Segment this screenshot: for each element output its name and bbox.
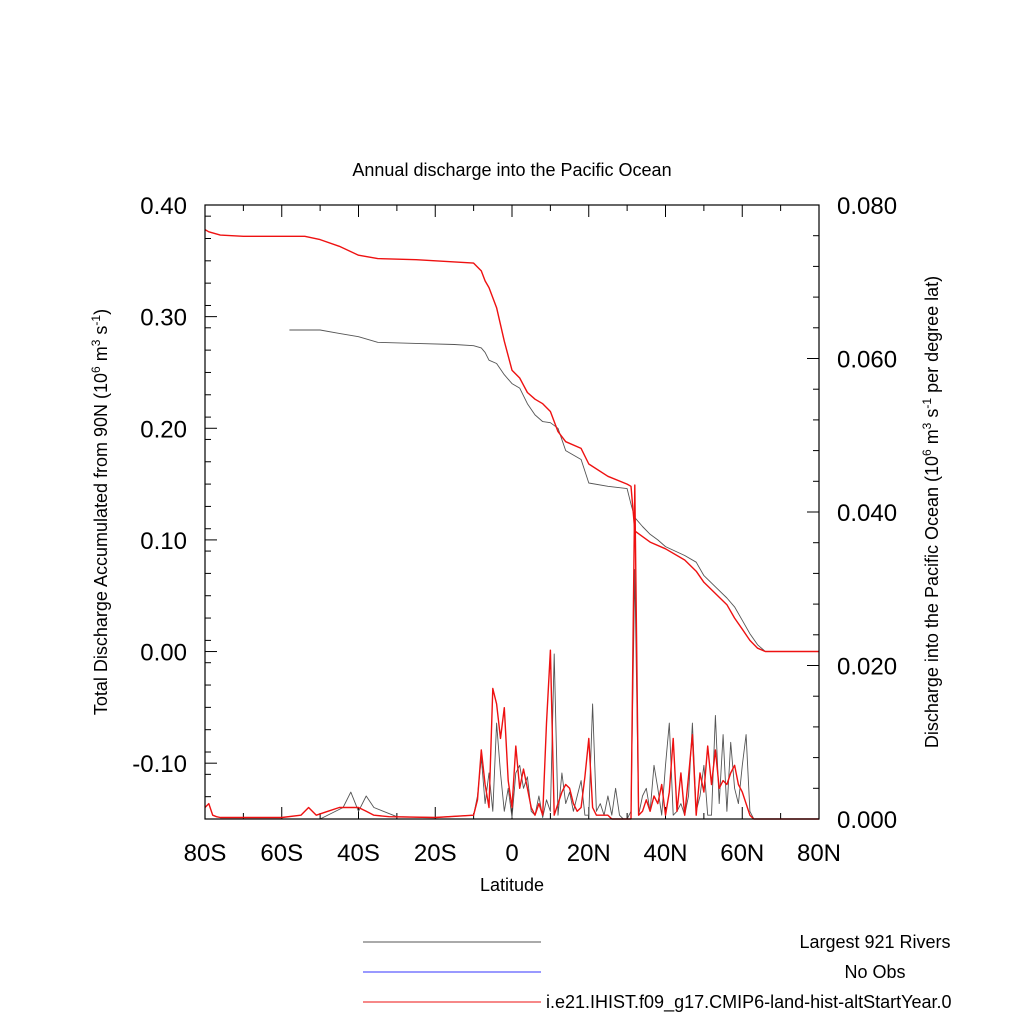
x-tick-label: 0 (505, 840, 518, 867)
y-tick-label-left: 0.20 (140, 416, 187, 443)
chart-title: Annual discharge into the Pacific Ocean (352, 160, 671, 180)
x-tick-label: 60N (720, 840, 764, 867)
y-tick-label-right: 0.020 (837, 654, 897, 681)
y-tick-label-left: 0.40 (140, 193, 187, 220)
series-line-4 (204, 484, 819, 820)
x-tick-label: 80S (184, 840, 227, 867)
series-layer (204, 228, 819, 820)
y-tick-label-left: 0.00 (140, 640, 187, 667)
x-tick-label: 20S (414, 840, 457, 867)
legend-label: No Obs (844, 962, 905, 982)
x-axis-label: Latitude (480, 875, 544, 895)
y-tick-label-left: 0.10 (140, 528, 187, 555)
y-tick-label-right: 0.080 (837, 193, 897, 220)
x-tick-label: 20N (567, 840, 611, 867)
series-line-2 (204, 228, 819, 653)
legend-label: i.e21.IHIST.f09_g17.CMIP6-land-hist-altS… (546, 992, 952, 1013)
y-tick-label-left: 0.30 (140, 305, 187, 332)
y-axis-label-left: Total Discharge Accumulated from 90N (10… (89, 309, 111, 715)
legend-label: Largest 921 Rivers (799, 932, 950, 952)
plot-frame (204, 204, 820, 820)
tick-labels: 80S 60S 40S 20S 0 20N 40N 60N 80N 0.40 0.30 0.20 0.1… (132, 193, 897, 867)
tick-marks (204, 204, 820, 820)
y-tick-label-right: 0.000 (837, 807, 897, 834)
y-tick-label-right: 0.040 (837, 500, 897, 527)
y-tick-label-left: -0.10 (132, 751, 187, 778)
series-line-3 (289, 569, 819, 820)
x-tick-label: 60S (260, 840, 303, 867)
series-line-0 (289, 329, 819, 652)
legend: Largest 921 Rivers No Obs i.e21.IHIST.f09_… (363, 932, 952, 1013)
x-tick-label: 40S (337, 840, 380, 867)
x-tick-label: 80N (797, 840, 841, 867)
y-axis-label-right: Discharge into the Pacific Ocean (106 m3… (920, 276, 942, 748)
y-tick-label-right: 0.060 (837, 347, 897, 374)
x-tick-label: 40N (643, 840, 687, 867)
